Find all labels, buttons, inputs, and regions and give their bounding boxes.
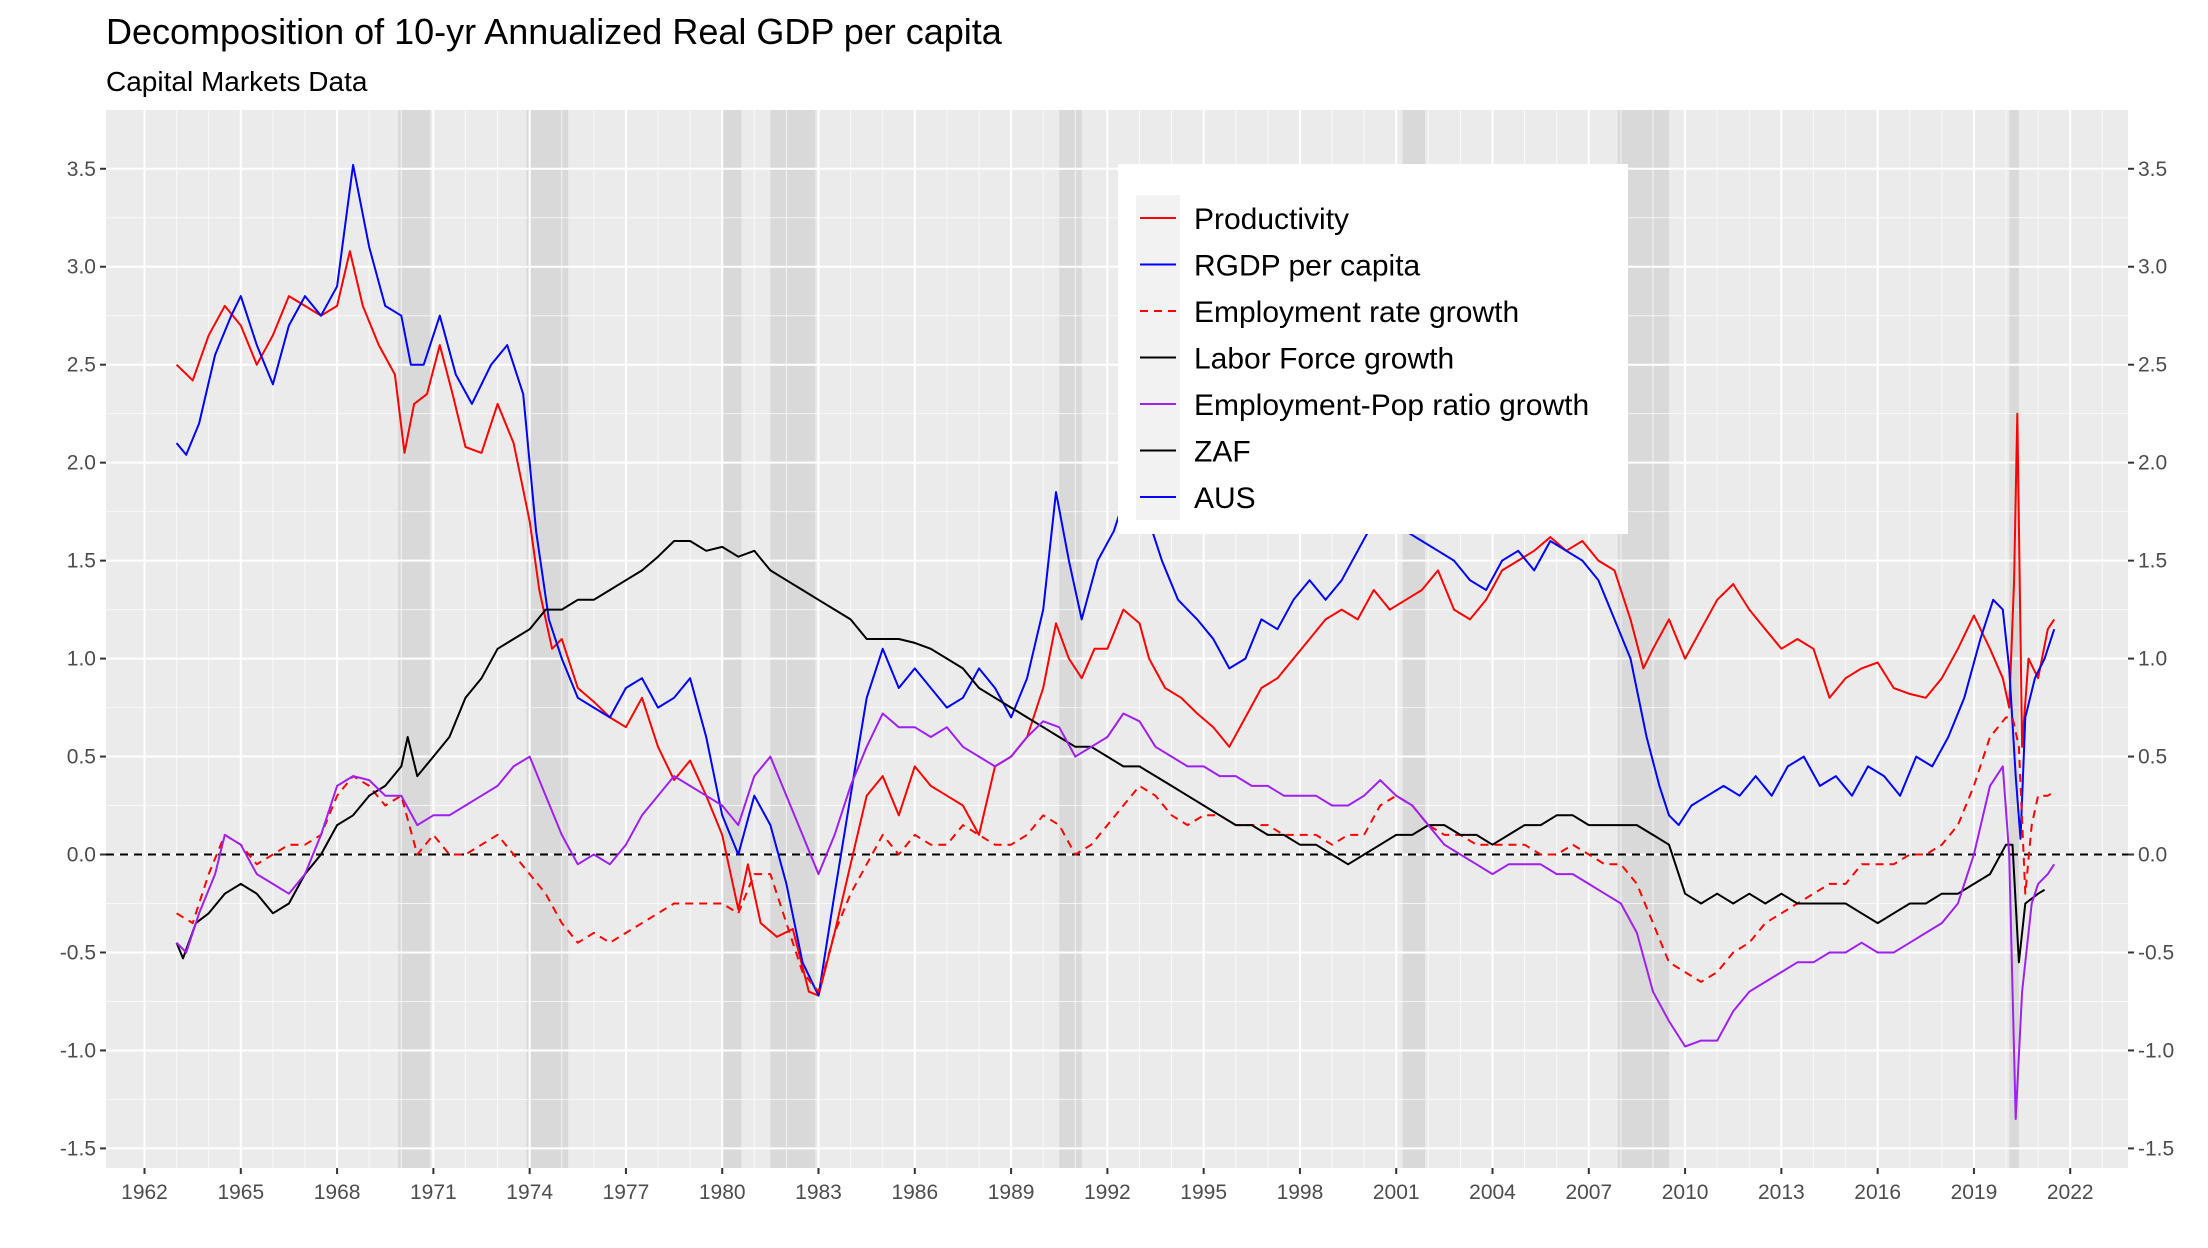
x-tick-label: 1986 bbox=[891, 1181, 938, 1204]
legend-label-5: ZAF bbox=[1194, 436, 1251, 469]
x-tick-label: 2019 bbox=[1951, 1181, 1998, 1204]
y-tick-label-left: 3.5 bbox=[67, 158, 96, 181]
plot-panel bbox=[106, 110, 2128, 1168]
y-tick-label-left: 0.5 bbox=[67, 746, 96, 769]
legend-label-2: Employment rate growth bbox=[1194, 296, 1519, 329]
x-tick-label: 2001 bbox=[1373, 1181, 1420, 1204]
legend-label-6: AUS bbox=[1194, 482, 1256, 515]
y-tick-label-right: 3.5 bbox=[2138, 158, 2167, 181]
x-tick-label: 2022 bbox=[2047, 1181, 2094, 1204]
x-tick-label: 1989 bbox=[988, 1181, 1035, 1204]
y-tick-label-right: 0.5 bbox=[2138, 746, 2167, 769]
y-tick-label-left: 2.0 bbox=[67, 452, 96, 475]
legend-label-0: Productivity bbox=[1194, 203, 1349, 236]
y-tick-label-left: -1.5 bbox=[60, 1137, 96, 1160]
y-tick-label-left: -1.0 bbox=[60, 1039, 96, 1062]
y-tick-label-right: 1.5 bbox=[2138, 550, 2167, 573]
chart-subtitle: Capital Markets Data bbox=[106, 66, 368, 97]
recession-band-0 bbox=[398, 110, 431, 1168]
series-line-0 bbox=[175, 250, 2056, 997]
recession-band-7 bbox=[2009, 110, 2019, 1168]
y-tick-label-right: 2.0 bbox=[2138, 452, 2167, 475]
x-tick-label: 2013 bbox=[1758, 1181, 1805, 1204]
y-tick-label-right: 1.0 bbox=[2138, 648, 2167, 671]
y-tick-label-left: -0.5 bbox=[60, 941, 96, 964]
x-tick-label: 1965 bbox=[217, 1181, 264, 1204]
series-line-4 bbox=[175, 712, 2056, 1120]
x-tick-label: 1962 bbox=[121, 1181, 168, 1204]
legend-label-4: Employment-Pop ratio growth bbox=[1194, 389, 1589, 422]
legend-label-1: RGDP per capita bbox=[1194, 250, 1421, 283]
x-tick-label: 1998 bbox=[1277, 1181, 1324, 1204]
chart-title: Decomposition of 10-yr Annualized Real G… bbox=[106, 11, 1003, 52]
legend-label-3: Labor Force growth bbox=[1194, 343, 1454, 376]
y-tick-label-right: 0.0 bbox=[2138, 844, 2167, 867]
y-tick-label-left: 2.5 bbox=[67, 354, 96, 377]
y-tick-label-right: 2.5 bbox=[2138, 354, 2167, 377]
x-tick-label: 2016 bbox=[1854, 1181, 1901, 1204]
x-tick-label: 1974 bbox=[506, 1181, 553, 1204]
x-tick-label: 1977 bbox=[603, 1181, 650, 1204]
x-tick-label: 1983 bbox=[795, 1181, 842, 1204]
x-tick-label: 1980 bbox=[699, 1181, 746, 1204]
x-tick-label: 2004 bbox=[1469, 1181, 1516, 1204]
recession-band-3 bbox=[770, 110, 816, 1168]
x-tick-label: 1971 bbox=[410, 1181, 457, 1204]
x-tick-label: 1995 bbox=[1180, 1181, 1227, 1204]
series-line-2 bbox=[176, 716, 2055, 993]
legend-background bbox=[1118, 164, 1628, 534]
y-tick-label-right: -0.5 bbox=[2138, 941, 2174, 964]
y-tick-label-right: -1.0 bbox=[2138, 1039, 2174, 1062]
y-tick-label-left: 1.0 bbox=[67, 648, 96, 671]
x-tick-label: 2010 bbox=[1662, 1181, 1709, 1204]
y-tick-label-left: 0.0 bbox=[67, 844, 96, 867]
x-tick-label: 2007 bbox=[1565, 1181, 1612, 1204]
y-tick-label-right: 3.0 bbox=[2138, 256, 2167, 279]
y-tick-label-left: 1.5 bbox=[67, 550, 96, 573]
series-line-3 bbox=[175, 540, 2046, 964]
recession-band-2 bbox=[722, 110, 742, 1168]
x-tick-label: 1992 bbox=[1084, 1181, 1131, 1204]
legend: Productivity RGDP per capita Employment ra… bbox=[1118, 164, 1628, 534]
y-tick-label-left: 3.0 bbox=[67, 256, 96, 279]
y-tick-label-right: -1.5 bbox=[2138, 1137, 2174, 1160]
axes: -1.5 -1.5 -1.0 -1.0 -0.5 -0.5 0.0 0.0 0.5 0.5 1.0 1… bbox=[60, 158, 2174, 1204]
x-tick-label: 1968 bbox=[314, 1181, 361, 1204]
